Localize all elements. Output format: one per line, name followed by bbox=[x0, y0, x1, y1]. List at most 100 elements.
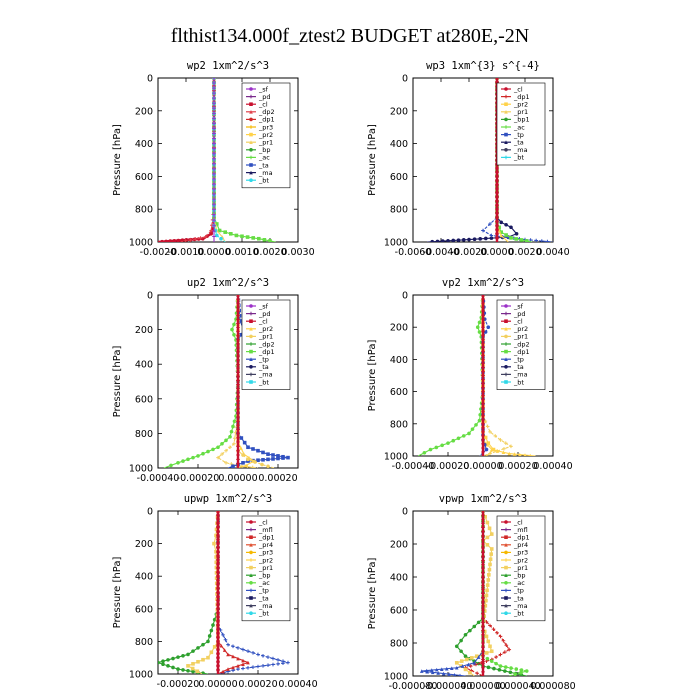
series-marker bbox=[481, 645, 485, 649]
series-marker bbox=[498, 634, 503, 639]
series-marker bbox=[250, 465, 255, 468]
plot-area bbox=[158, 78, 276, 242]
series-marker bbox=[481, 228, 485, 233]
series-marker bbox=[495, 207, 499, 211]
series-marker bbox=[228, 445, 232, 450]
legend-marker bbox=[504, 140, 508, 144]
series-marker bbox=[196, 659, 200, 664]
series-marker bbox=[459, 649, 463, 654]
series-marker bbox=[498, 664, 503, 668]
series-marker bbox=[236, 390, 240, 395]
legend-marker bbox=[504, 148, 508, 152]
series-marker bbox=[212, 141, 216, 146]
x-tick-label: -0.00040 bbox=[392, 461, 435, 472]
series-marker bbox=[246, 457, 250, 462]
series-marker bbox=[160, 239, 164, 242]
x-tick-label: -0.0020 bbox=[140, 247, 177, 258]
series-marker bbox=[216, 623, 220, 627]
legend-label: _ac bbox=[258, 579, 270, 587]
series-marker bbox=[489, 447, 494, 452]
series-marker bbox=[481, 511, 485, 513]
series-marker bbox=[239, 446, 243, 450]
series-marker bbox=[164, 239, 168, 242]
series-marker bbox=[458, 673, 462, 676]
series-marker bbox=[481, 595, 485, 600]
series-marker bbox=[481, 409, 485, 414]
legend-label: _ac bbox=[258, 154, 270, 162]
series-marker bbox=[481, 525, 485, 530]
series-marker bbox=[236, 411, 240, 415]
series-marker bbox=[481, 661, 485, 666]
series-marker bbox=[481, 558, 485, 563]
legend-marker bbox=[249, 140, 253, 144]
series-marker bbox=[419, 669, 424, 673]
legend-label: _bp bbox=[258, 146, 271, 154]
series-marker bbox=[211, 447, 215, 452]
legend-marker bbox=[249, 125, 253, 129]
series-marker bbox=[446, 238, 450, 242]
series-marker bbox=[494, 655, 498, 659]
legend-marker bbox=[504, 372, 508, 377]
legend-label: _cl bbox=[258, 518, 268, 526]
series-marker bbox=[212, 161, 216, 166]
series-marker bbox=[529, 453, 532, 456]
x-tick-label: 0.0000 bbox=[480, 247, 513, 258]
legend-marker bbox=[249, 87, 253, 91]
y-tick-label: 600 bbox=[390, 606, 408, 617]
series-marker bbox=[481, 329, 485, 334]
series-marker bbox=[236, 297, 240, 301]
series-marker bbox=[524, 669, 529, 673]
series-marker bbox=[161, 659, 165, 664]
legend-label: _bt bbox=[258, 610, 269, 618]
series-marker bbox=[459, 659, 464, 663]
series-marker bbox=[212, 106, 216, 111]
series-marker bbox=[212, 131, 216, 136]
series-marker bbox=[212, 126, 216, 131]
legend-label: _tp bbox=[513, 131, 524, 139]
series-marker bbox=[484, 651, 489, 655]
series-marker bbox=[193, 237, 198, 241]
legend-marker bbox=[249, 611, 253, 615]
legend-marker bbox=[504, 94, 508, 99]
series-marker bbox=[467, 431, 471, 436]
plot-frame bbox=[157, 510, 299, 675]
legend-label: _pr1 bbox=[258, 139, 273, 147]
series-marker bbox=[481, 385, 485, 390]
x-tick-label: 0.00020 bbox=[498, 461, 537, 472]
series-marker bbox=[286, 660, 290, 665]
series-marker bbox=[504, 222, 508, 227]
series-marker bbox=[212, 223, 216, 228]
series-marker bbox=[207, 634, 212, 638]
series-marker bbox=[486, 441, 491, 445]
legend-label: _mfl bbox=[513, 526, 528, 534]
series-marker bbox=[236, 448, 240, 453]
y-tick-label: 1000 bbox=[384, 672, 408, 683]
series-marker bbox=[168, 239, 173, 242]
series-marker bbox=[481, 357, 485, 362]
series-marker bbox=[481, 389, 485, 394]
series-marker bbox=[481, 632, 485, 637]
series-marker bbox=[201, 657, 205, 662]
series-marker bbox=[492, 666, 496, 671]
series-marker bbox=[481, 345, 485, 350]
y-tick-label: 0 bbox=[147, 291, 153, 302]
series-marker bbox=[495, 219, 499, 224]
legend-label: _bp bbox=[258, 572, 271, 580]
series-marker bbox=[212, 78, 216, 80]
series-marker bbox=[212, 192, 216, 196]
x-tick-label: 0.00000 bbox=[198, 679, 237, 690]
x-tick-label: 0.0010 bbox=[225, 247, 258, 258]
y-tick-label: 800 bbox=[135, 429, 153, 440]
series-marker bbox=[261, 664, 265, 668]
series-marker bbox=[251, 651, 255, 655]
series-marker bbox=[481, 446, 485, 450]
series-marker bbox=[497, 225, 501, 230]
series-marker bbox=[503, 669, 507, 673]
series-marker bbox=[216, 529, 220, 534]
series-marker bbox=[201, 642, 205, 647]
x-tick-label: -0.0020 bbox=[451, 247, 488, 258]
series-marker bbox=[191, 669, 195, 674]
x-tick-label: -0.00020 bbox=[427, 461, 470, 472]
series-marker bbox=[481, 417, 485, 422]
